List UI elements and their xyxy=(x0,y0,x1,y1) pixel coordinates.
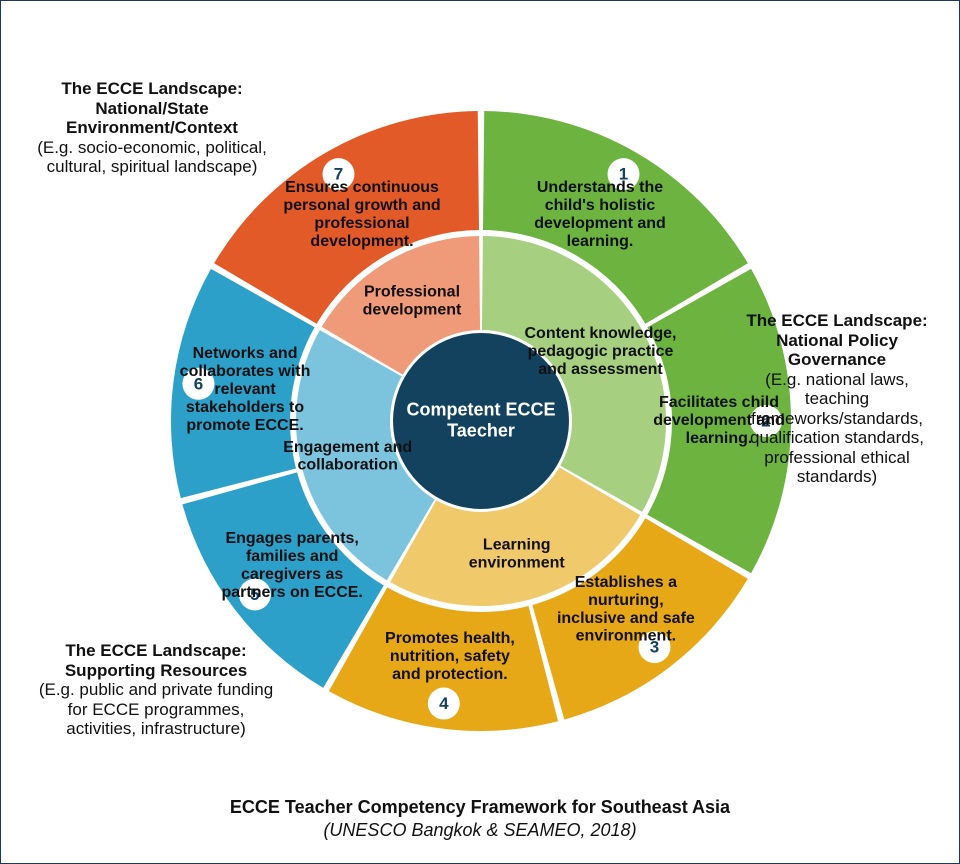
annotation-context: The ECCE Landscape: National/State Envir… xyxy=(37,79,267,177)
annotation-title: The ECCE Landscape: National/State Envir… xyxy=(37,79,267,138)
annotation-governance: The ECCE Landscape: National Policy Gove… xyxy=(731,311,943,487)
diagram-frame: Competent ECCETaecherContent knowledge,p… xyxy=(0,0,960,864)
outer-segment-label-5: Engages parents,families andcaregivers a… xyxy=(222,530,363,601)
caption-source: (UNESCO Bangkok & SEAMEO, 2018) xyxy=(1,819,959,842)
annotation-title: The ECCE Landscape: National Policy Gove… xyxy=(731,311,943,370)
inner-segment-label: Professionaldevelopment xyxy=(363,284,462,319)
badge-number-4: 4 xyxy=(439,694,449,713)
annotation-title: The ECCE Landscape: Supporting Resources xyxy=(31,641,281,680)
inner-segment-label: Content knowledge,pedagogic practiceand … xyxy=(525,325,677,378)
outer-segment-label-3: Establishes anurturing,inclusive and saf… xyxy=(557,574,695,645)
outer-segment-label-4: Promotes health,nutrition, safetyand pro… xyxy=(385,630,515,683)
annotation-body: (E.g. national laws, teaching frameworks… xyxy=(731,370,943,487)
annotation-body: (E.g. public and private funding for ECC… xyxy=(31,680,281,739)
annotation-resources: The ECCE Landscape: Supporting Resources… xyxy=(31,641,281,739)
caption-title: ECCE Teacher Competency Framework for So… xyxy=(1,796,959,819)
caption: ECCE Teacher Competency Framework for So… xyxy=(1,796,959,841)
annotation-body: (E.g. socio-economic, political, cultura… xyxy=(37,138,267,177)
inner-segment-label: Engagement andcollaboration xyxy=(283,439,412,474)
